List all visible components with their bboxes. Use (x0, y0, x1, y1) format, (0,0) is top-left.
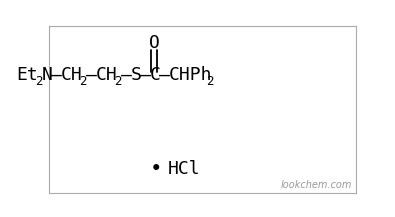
Text: —: — (86, 66, 97, 84)
Text: 2: 2 (114, 75, 122, 88)
Text: 2: 2 (35, 75, 42, 88)
Text: —: — (159, 66, 170, 84)
Text: S: S (130, 66, 141, 84)
Text: CHPh: CHPh (168, 66, 212, 84)
Text: —: — (140, 66, 150, 84)
Text: lookchem.com: lookchem.com (281, 180, 352, 190)
Text: •: • (150, 159, 163, 179)
Text: CH: CH (95, 66, 117, 84)
Text: —: — (51, 66, 62, 84)
Text: N: N (41, 66, 52, 84)
Text: 2: 2 (206, 75, 214, 88)
Text: O: O (149, 34, 160, 52)
Text: C: C (149, 66, 160, 84)
Text: 2: 2 (79, 75, 87, 88)
Text: CH: CH (60, 66, 82, 84)
Text: HCl: HCl (168, 160, 201, 178)
Text: —: — (121, 66, 132, 84)
Text: Et: Et (16, 66, 38, 84)
